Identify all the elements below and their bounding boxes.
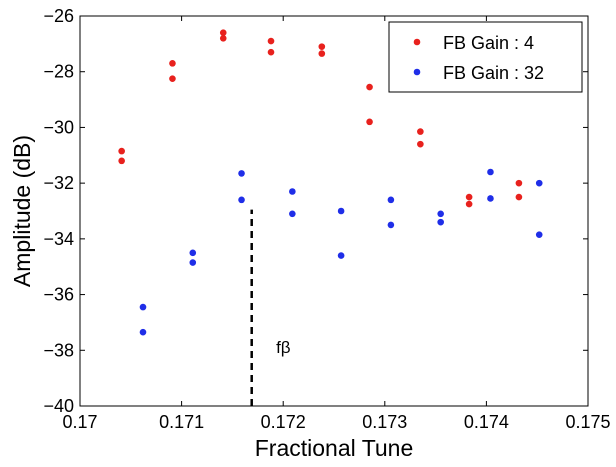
y-tick-label: −36 [43, 285, 74, 305]
data-point-gain-32 [487, 168, 494, 176]
data-point-gain-4 [219, 29, 227, 37]
data-point-gain-4 [118, 157, 125, 165]
x-tick-label: 0.173 [362, 412, 407, 432]
data-point-gain-32 [189, 249, 197, 257]
data-point-gain-4 [515, 193, 523, 201]
data-point-gain-32 [139, 328, 147, 336]
x-axis-label: Fractional Tune [255, 435, 414, 461]
data-point-gain-4 [366, 83, 373, 91]
x-tick-label: 0.175 [565, 412, 610, 432]
data-point-gain-4 [366, 118, 373, 126]
data-point-gain-32 [535, 231, 543, 238]
x-tick-label: 0.174 [464, 412, 509, 432]
plot-frame [79, 15, 589, 407]
y-tick-label: −28 [43, 62, 74, 82]
data-point-gain-4 [515, 179, 523, 187]
data-point-gain-4 [318, 50, 326, 57]
data-point-gain-4 [465, 200, 473, 208]
data-point-gain-32 [437, 210, 444, 218]
legend-marker [413, 38, 421, 46]
data-point-gain-32 [289, 188, 296, 195]
data-point-gain-4 [267, 37, 275, 45]
data-point-gain-32 [387, 196, 395, 204]
legend-box [388, 21, 583, 93]
x-tick-label: 0.172 [261, 412, 306, 432]
y-tick-label: −26 [43, 6, 74, 26]
data-point-gain-32 [189, 259, 197, 266]
data-point-gain-32 [238, 170, 245, 177]
x-tick-label: 0.171 [159, 412, 204, 432]
legend-entry-label: FB Gain : 4 [443, 33, 534, 53]
data-point-gain-32 [437, 218, 444, 226]
legend-entry-label: FB Gain : 32 [443, 63, 544, 83]
y-tick-label: −34 [43, 229, 74, 249]
data-point-gain-4 [318, 43, 326, 50]
data-point-gain-32 [289, 210, 296, 218]
data-point-gain-4 [267, 48, 275, 56]
data-point-gain-32 [535, 179, 543, 187]
data-point-gain-4 [417, 140, 424, 148]
data-point-gain-4 [417, 128, 424, 135]
y-tick-label: −38 [43, 340, 74, 360]
data-point-gain-32 [487, 195, 494, 202]
y-tick-label: −30 [43, 117, 74, 137]
data-point-gain-4 [169, 75, 176, 82]
y-tick-label: −40 [43, 396, 74, 416]
data-point-gain-32 [337, 207, 345, 215]
data-point-gain-4 [465, 193, 473, 201]
y-axis-label: Amplitude (dB) [9, 135, 35, 287]
data-point-gain-4 [118, 147, 125, 155]
f-beta-annotation: fβ [276, 338, 291, 357]
data-point-gain-32 [139, 303, 147, 311]
data-point-gain-4 [219, 34, 227, 42]
y-tick-label: −32 [43, 173, 74, 193]
data-point-gain-32 [337, 252, 345, 259]
legend-marker [413, 68, 421, 76]
x-tick-label: 0.17 [62, 412, 97, 432]
data-point-gain-32 [387, 221, 395, 229]
data-point-gain-32 [238, 196, 245, 204]
data-point-gain-4 [169, 60, 176, 67]
